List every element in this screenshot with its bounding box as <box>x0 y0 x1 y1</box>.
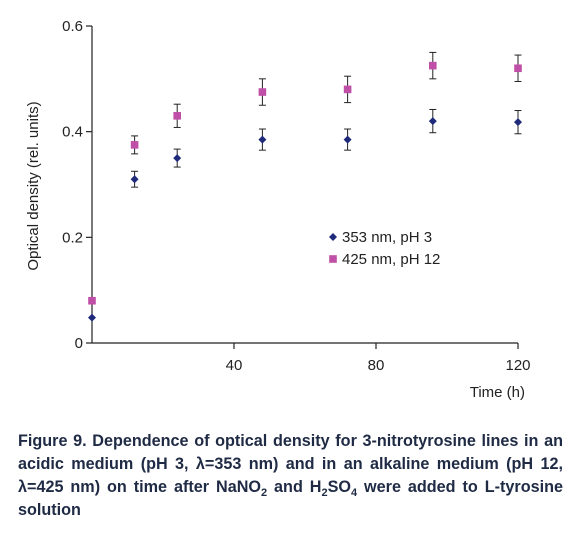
legend: 353 nm, pH 3 425 nm, pH 12 <box>329 229 440 268</box>
data-point <box>88 296 96 305</box>
chart-panel: 0 0.2 0.4 0.6 40 80 120 Optical density (rel. … <box>0 0 574 420</box>
data-point <box>130 141 139 149</box>
caption-text-1: Figure 9. Dependence of optical density … <box>18 432 563 496</box>
data-point <box>258 88 267 96</box>
x-axis-label: Time (h) <box>470 384 525 401</box>
x-tick-label: 80 <box>368 357 385 374</box>
y-axis-label: Optical density (rel. units) <box>25 101 42 270</box>
data-point <box>130 175 139 184</box>
caption-text-3: SO <box>327 478 351 496</box>
data-point <box>429 61 437 70</box>
chart-background <box>0 0 574 420</box>
y-tick-label: 0.4 <box>62 124 83 141</box>
data-point <box>514 118 522 127</box>
data-point <box>343 85 352 94</box>
axes <box>91 26 518 344</box>
y-tick-label: 0 <box>75 335 83 352</box>
y-tick-label: 0.2 <box>62 229 83 246</box>
y-tick-label: 0.6 <box>62 18 83 35</box>
caption-text-4: were added to L-tyrosine solution <box>18 478 563 519</box>
data-point <box>428 117 437 126</box>
legend-item-1: 353 nm, pH 3 <box>329 229 432 246</box>
data-point <box>343 135 352 144</box>
series-1 <box>88 108 522 322</box>
data-point <box>173 112 181 120</box>
caption-sub-2: 2 <box>321 487 328 500</box>
x-tick-label: 120 <box>505 357 530 374</box>
legend-label: 425 nm, pH 12 <box>342 251 440 268</box>
data-point <box>514 64 522 73</box>
data-point <box>173 154 182 163</box>
figure-caption: Figure 9. Dependence of optical density … <box>18 430 563 522</box>
series-2 <box>88 51 522 305</box>
x-tick-label: 40 <box>226 357 243 374</box>
data-point <box>88 313 96 322</box>
data-point <box>258 135 267 144</box>
legend-item-2: 425 nm, pH 12 <box>329 251 440 268</box>
legend-marker <box>329 255 337 263</box>
legend-label: 353 nm, pH 3 <box>342 229 432 246</box>
legend-marker <box>329 233 337 241</box>
caption-sub-3: 4 <box>350 487 358 500</box>
ticks: 0 0.2 0.4 0.6 40 80 120 <box>62 18 530 374</box>
chart-svg: 0 0.2 0.4 0.6 40 80 120 Optical density (rel. … <box>0 0 574 420</box>
caption-text-2: and H <box>267 478 322 496</box>
caption-sub-1: 2 <box>260 487 268 500</box>
series <box>88 51 522 322</box>
